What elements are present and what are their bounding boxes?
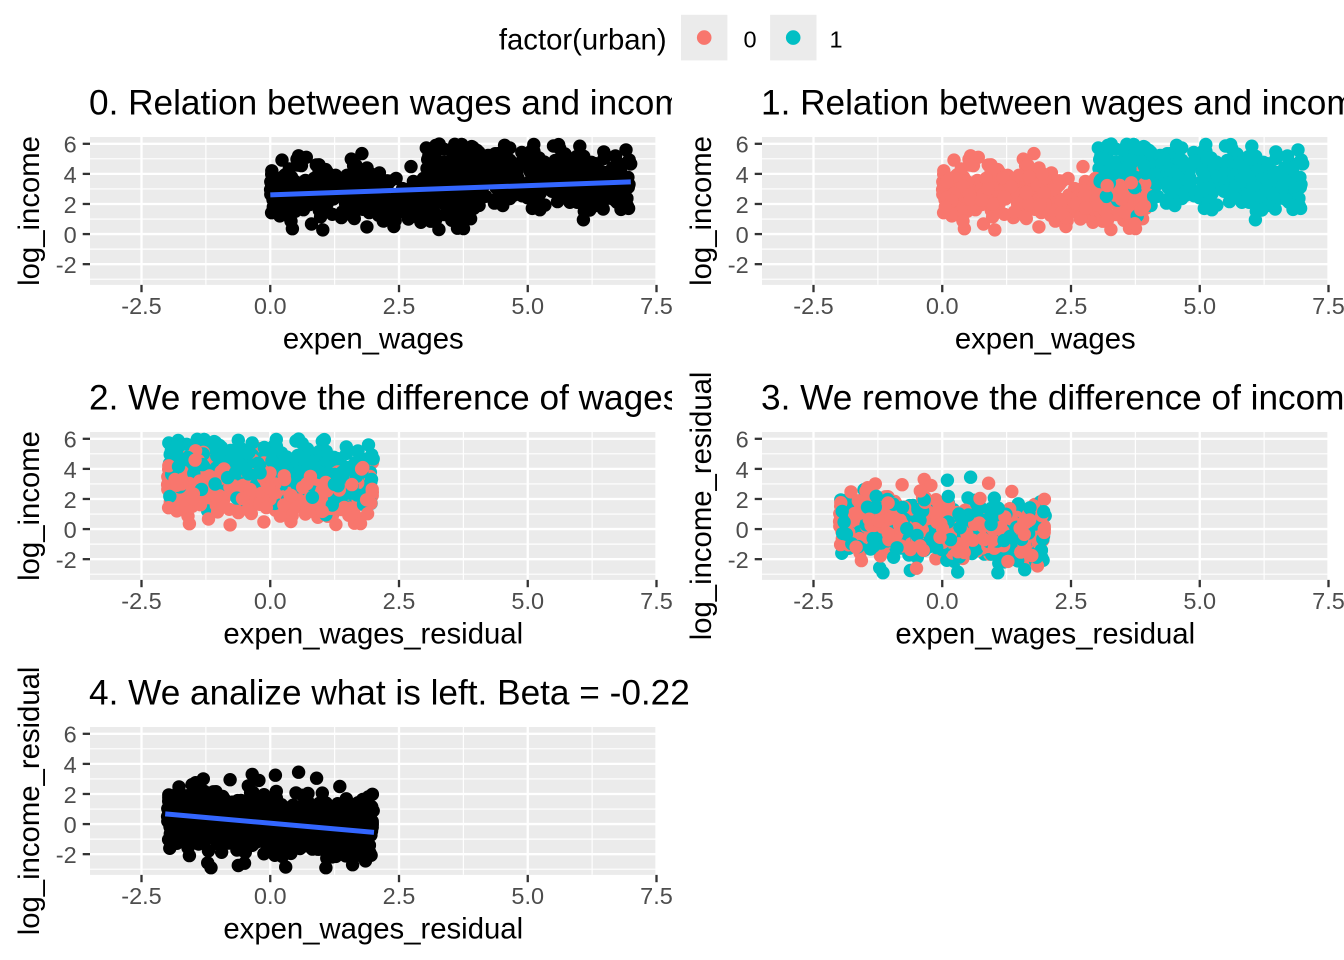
svg-text:log_income: log_income bbox=[685, 136, 718, 286]
svg-text:0.0: 0.0 bbox=[926, 293, 959, 319]
svg-text:-2.5: -2.5 bbox=[793, 293, 834, 319]
svg-text:6: 6 bbox=[64, 722, 77, 748]
svg-text:-2.5: -2.5 bbox=[121, 293, 162, 319]
svg-text:5.0: 5.0 bbox=[511, 588, 544, 614]
svg-text:6: 6 bbox=[64, 427, 77, 453]
svg-text:0. Relation between wages and: 0. Relation between wages and income bbox=[89, 84, 703, 123]
svg-text:6: 6 bbox=[736, 132, 749, 158]
svg-text:4: 4 bbox=[64, 162, 77, 188]
svg-text:5.0: 5.0 bbox=[1183, 293, 1216, 319]
svg-text:0.0: 0.0 bbox=[254, 588, 287, 614]
svg-text:-2.5: -2.5 bbox=[793, 588, 834, 614]
svg-text:2: 2 bbox=[64, 782, 77, 808]
svg-text:2.5: 2.5 bbox=[383, 293, 416, 319]
svg-text:2.5: 2.5 bbox=[383, 588, 416, 614]
svg-text:0: 0 bbox=[64, 222, 77, 248]
svg-text:4: 4 bbox=[736, 162, 749, 188]
svg-text:0: 0 bbox=[64, 517, 77, 543]
svg-text:log_income_residual: log_income_residual bbox=[13, 667, 46, 936]
svg-text:0.0: 0.0 bbox=[254, 883, 287, 909]
svg-text:7.5: 7.5 bbox=[640, 293, 673, 319]
svg-text:7.5: 7.5 bbox=[640, 883, 673, 909]
svg-text:expen_wages_residual: expen_wages_residual bbox=[895, 617, 1195, 650]
svg-text:-2: -2 bbox=[728, 547, 749, 573]
svg-text:0.0: 0.0 bbox=[926, 588, 959, 614]
svg-text:expen_wages_residual: expen_wages_residual bbox=[223, 912, 523, 945]
svg-text:-2: -2 bbox=[56, 252, 77, 278]
svg-text:expen_wages_residual: expen_wages_residual bbox=[223, 617, 523, 650]
svg-text:6: 6 bbox=[736, 427, 749, 453]
svg-text:7.5: 7.5 bbox=[1312, 588, 1344, 614]
svg-text:0: 0 bbox=[736, 222, 749, 248]
svg-text:expen_wages: expen_wages bbox=[955, 322, 1136, 355]
svg-text:7.5: 7.5 bbox=[640, 588, 673, 614]
svg-text:0: 0 bbox=[744, 26, 757, 52]
svg-text:2: 2 bbox=[736, 487, 749, 513]
svg-text:5.0: 5.0 bbox=[1183, 588, 1216, 614]
svg-text:log_income: log_income bbox=[13, 431, 46, 581]
svg-text:2: 2 bbox=[736, 192, 749, 218]
svg-text:factor(urban): factor(urban) bbox=[499, 24, 667, 57]
svg-text:-2: -2 bbox=[728, 252, 749, 278]
svg-text:0: 0 bbox=[736, 517, 749, 543]
svg-text:1. Relation between wages and: 1. Relation between wages and income bbox=[761, 84, 1344, 123]
svg-text:4: 4 bbox=[64, 752, 77, 778]
svg-text:4. We analize what is left. Be: 4. We analize what is left. Beta = -0.22 bbox=[89, 674, 690, 713]
svg-text:2.5: 2.5 bbox=[383, 883, 416, 909]
svg-text:5.0: 5.0 bbox=[511, 293, 544, 319]
svg-text:-2: -2 bbox=[56, 842, 77, 868]
svg-text:2.5: 2.5 bbox=[1055, 293, 1088, 319]
svg-text:5.0: 5.0 bbox=[511, 883, 544, 909]
svg-text:0.0: 0.0 bbox=[254, 293, 287, 319]
svg-text:expen_wages: expen_wages bbox=[283, 322, 464, 355]
svg-text:-2.5: -2.5 bbox=[121, 588, 162, 614]
svg-text:2: 2 bbox=[64, 487, 77, 513]
svg-text:3. We remove the difference of: 3. We remove the difference of income be… bbox=[761, 379, 1344, 418]
svg-text:6: 6 bbox=[64, 132, 77, 158]
svg-text:2: 2 bbox=[64, 192, 77, 218]
svg-text:-2.5: -2.5 bbox=[121, 883, 162, 909]
svg-text:7.5: 7.5 bbox=[1312, 293, 1344, 319]
svg-text:log_income: log_income bbox=[13, 136, 46, 286]
svg-text:-2: -2 bbox=[56, 547, 77, 573]
svg-text:0: 0 bbox=[64, 812, 77, 838]
svg-text:log_income_residual: log_income_residual bbox=[685, 372, 718, 641]
svg-text:4: 4 bbox=[64, 457, 77, 483]
svg-text:4: 4 bbox=[736, 457, 749, 483]
svg-text:2. We remove the difference of: 2. We remove the difference of wages bet… bbox=[89, 379, 941, 418]
svg-text:1: 1 bbox=[830, 26, 843, 52]
svg-text:2.5: 2.5 bbox=[1055, 588, 1088, 614]
